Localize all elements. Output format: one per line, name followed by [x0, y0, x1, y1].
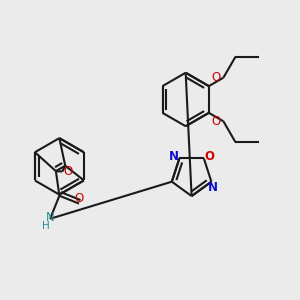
Text: O: O — [64, 165, 73, 178]
Text: N: N — [169, 150, 179, 164]
Text: O: O — [74, 192, 84, 205]
Text: N: N — [46, 211, 55, 224]
Text: O: O — [212, 71, 221, 84]
Text: O: O — [212, 115, 221, 128]
Text: H: H — [42, 221, 50, 231]
Text: N: N — [208, 181, 218, 194]
Text: O: O — [204, 150, 214, 164]
